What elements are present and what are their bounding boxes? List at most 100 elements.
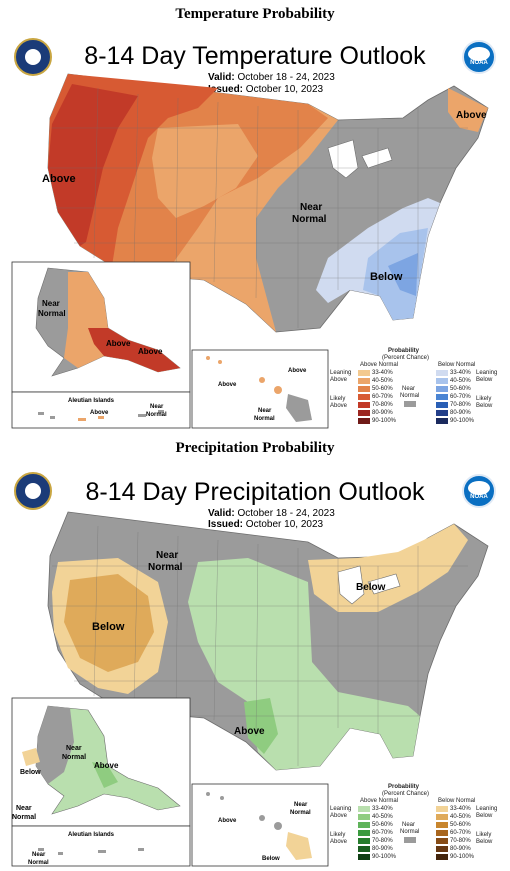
label-hi-near-1: Near — [258, 408, 272, 414]
temperature-section-title: Temperature Probability — [175, 6, 335, 22]
legend-swatch-below-6 — [436, 418, 448, 424]
label-ak-above-2: Above — [138, 347, 163, 356]
label-ak-above: Above — [94, 761, 119, 770]
label-near-normal-2: Normal — [292, 214, 327, 225]
label-hi-below: Below — [262, 856, 280, 862]
legend-swatch-below-6 — [436, 854, 448, 860]
legend-range-below-0: 33-40% — [450, 806, 471, 812]
legend-swatch-below-4 — [436, 402, 448, 408]
legend-range-below-1: 40-50% — [450, 378, 471, 384]
legend-swatch-above-3 — [358, 830, 370, 836]
temperature-valid-line: Valid: October 18 - 24, 2023 — [208, 72, 335, 83]
temperature-map-title: 8-14 Day Temperature Outlook — [84, 42, 426, 70]
legend-range-below-1: 40-50% — [450, 814, 471, 820]
temperature-legend: Probability (Percent Chance) Above Norma… — [330, 348, 498, 424]
noaa-logo-icon: NOAA — [462, 40, 496, 74]
legend-range-above-3: 60-70% — [372, 830, 393, 836]
legend-swatch-above-2 — [358, 386, 370, 392]
legend-swatch-above-5 — [358, 410, 370, 416]
legend-swatch-above-2 — [358, 822, 370, 828]
legend-swatch-above-4 — [358, 838, 370, 844]
legend-swatch-above-6 — [358, 418, 370, 424]
label-hi-above-2: Above — [288, 368, 307, 374]
precipitation-valid-line: Valid: October 18 - 24, 2023 — [208, 508, 335, 519]
doc-seal-icon — [14, 472, 52, 510]
legend-swatch-below-3 — [436, 830, 448, 836]
label-above-tx: Above — [234, 726, 265, 737]
legend-range-above-4: 70-80% — [372, 402, 393, 408]
label-ak-near-2: Normal — [38, 309, 66, 318]
label-above-ne: Above — [456, 110, 487, 121]
legend-swatch-below-0 — [436, 806, 448, 812]
legend-range-below-2: 50-60% — [450, 822, 471, 828]
temperature-outlook-panel: NOAA 8-14 Day Temperature Outlook Valid:… — [8, 28, 502, 430]
label-near-normal-1: Near — [156, 550, 178, 561]
legend-swatch-above-0 — [358, 370, 370, 376]
label-hi-above: Above — [218, 818, 237, 824]
label-aleutian-near-2: Normal — [28, 860, 49, 866]
noaa-logo-icon: NOAA — [462, 474, 496, 508]
legend-swatch-above-1 — [358, 378, 370, 384]
legend-swatch-below-1 — [436, 814, 448, 820]
precipitation-legend: Probability (Percent Chance) Above Norma… — [330, 784, 498, 860]
label-ak-near-1: Near — [42, 299, 60, 308]
legend-range-below-4: 70-80% — [450, 402, 471, 408]
label-aleutian-near-1: Near — [150, 404, 164, 410]
legend-range-below-4: 70-80% — [450, 838, 471, 844]
precipitation-issued-line: Issued: October 10, 2023 — [208, 519, 324, 530]
precipitation-map: Near Normal Below Below Above Near Norma… — [11, 511, 489, 867]
label-ak-near-1: Near — [66, 745, 82, 752]
legend-swatch-below-2 — [436, 822, 448, 828]
label-aleutian-title: Aleutian Islands — [68, 398, 115, 404]
legend-swatch-above-1 — [358, 814, 370, 820]
legend-range-above-5: 80-90% — [372, 410, 393, 416]
legend-range-above-6: 90-100% — [372, 418, 397, 424]
legend-range-above-0: 33-40% — [372, 370, 393, 376]
legend-range-below-2: 50-60% — [450, 386, 471, 392]
label-hi-near-2: Normal — [290, 810, 311, 816]
legend-range-below-0: 33-40% — [450, 370, 471, 376]
legend-range-below-3: 60-70% — [450, 394, 471, 400]
legend-range-below-6: 90-100% — [450, 418, 475, 424]
label-near-normal-2: Normal — [148, 562, 183, 573]
legend-range-below-5: 80-90% — [450, 846, 471, 852]
legend-swatch-below-0 — [436, 370, 448, 376]
label-ak-near-2: Normal — [62, 754, 86, 761]
precipitation-outlook-panel: NOAA 8-14 Day Precipitation Outlook Vali… — [8, 462, 502, 868]
legend-swatch-below-1 — [436, 378, 448, 384]
label-aleutian-near-1: Near — [32, 852, 46, 858]
temperature-issued-line: Issued: October 10, 2023 — [208, 84, 324, 95]
legend-swatch-above-4 — [358, 402, 370, 408]
legend-range-above-1: 40-50% — [372, 814, 393, 820]
label-hi-near-2: Normal — [254, 416, 275, 422]
legend-swatch-below-4 — [436, 838, 448, 844]
label-aleutian-above: Above — [90, 410, 109, 416]
legend-swatch-below-5 — [436, 846, 448, 852]
legend-range-above-5: 80-90% — [372, 846, 393, 852]
legend-range-above-6: 90-100% — [372, 854, 397, 860]
label-above-west: Above — [42, 173, 76, 185]
label-aleutian-title: Aleutian Islands — [68, 832, 115, 838]
temperature-map: Above Above Near Normal Below Near Norma… — [11, 73, 489, 429]
legend-swatch-above-0 — [358, 806, 370, 812]
legend-range-above-3: 60-70% — [372, 394, 393, 400]
label-hi-above-1: Above — [218, 382, 237, 388]
legend-range-above-2: 50-60% — [372, 386, 393, 392]
legend-swatch-above-3 — [358, 394, 370, 400]
label-below: Below — [370, 271, 403, 283]
label-ak-above-1: Above — [106, 339, 131, 348]
label-below-west: Below — [92, 621, 125, 633]
legend-swatch-below-3 — [436, 394, 448, 400]
label-ak-near-sw-2: Normal — [12, 814, 36, 821]
legend-range-below-6: 90-100% — [450, 854, 475, 860]
legend-swatch-above-5 — [358, 846, 370, 852]
label-ak-near-sw-1: Near — [16, 805, 32, 812]
label-ak-below: Below — [20, 769, 41, 776]
doc-seal-icon — [14, 38, 52, 76]
label-aleutian-near-2: Normal — [146, 412, 167, 418]
label-below-ne: Below — [356, 582, 386, 593]
legend-range-below-5: 80-90% — [450, 410, 471, 416]
legend-swatch-below-5 — [436, 410, 448, 416]
aleutian-inset-frame — [11, 825, 191, 867]
label-hi-near-1: Near — [294, 802, 308, 808]
